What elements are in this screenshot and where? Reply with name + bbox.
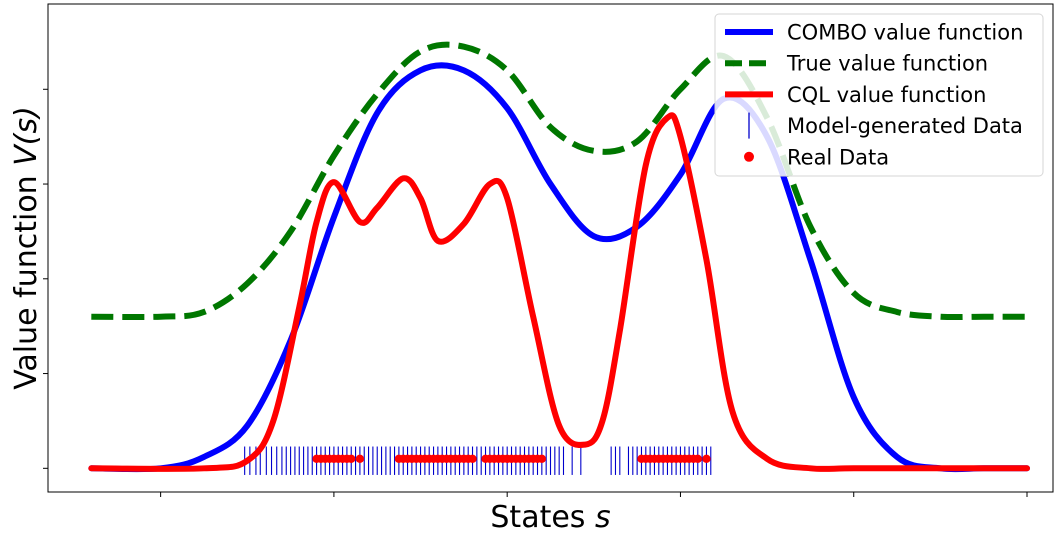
real-data-point xyxy=(693,454,702,464)
legend-item-real-data: Real Data xyxy=(744,145,889,169)
plot-frame xyxy=(47,3,1054,493)
legend-item-true-value-function: True value function xyxy=(725,52,988,76)
legend-item-cql-value-function: CQL value function xyxy=(725,83,986,107)
x-axis-label: States s xyxy=(490,500,610,535)
y-axis-label: Value function V(s) xyxy=(9,106,44,390)
axes-layer xyxy=(43,3,1054,497)
axis-labels: States s Value function V(s) xyxy=(9,106,611,535)
true-value-function-line xyxy=(91,41,1028,321)
series-real-data xyxy=(312,454,711,464)
cql-value-function-line xyxy=(88,112,1031,473)
legend-label: CQL value function xyxy=(787,83,986,107)
series-cql-value-function xyxy=(88,112,1031,473)
legend-box xyxy=(714,13,1044,177)
real-data-point xyxy=(537,454,547,464)
real-data-point xyxy=(347,454,356,464)
legend-item-combo-value-function: COMBO value function xyxy=(725,21,1023,45)
legend-handle xyxy=(744,151,754,162)
legend-label: COMBO value function xyxy=(787,21,1023,45)
series-layer xyxy=(88,41,1031,475)
legend-label: Model-generated Data xyxy=(787,114,1023,138)
series-true-value-function xyxy=(91,41,1028,321)
legend-label: Real Data xyxy=(787,145,889,169)
real-data-point xyxy=(702,454,711,464)
legend-item-model-generated-data: Model-generated Data xyxy=(748,112,1023,139)
series-combo-value-function xyxy=(88,62,1031,473)
real-data-point xyxy=(355,454,365,464)
combo-value-function-line xyxy=(88,62,1031,473)
legend: COMBO value function True value function C… xyxy=(714,13,1044,177)
real-data-point xyxy=(468,454,477,464)
legend-label: True value function xyxy=(786,52,988,76)
